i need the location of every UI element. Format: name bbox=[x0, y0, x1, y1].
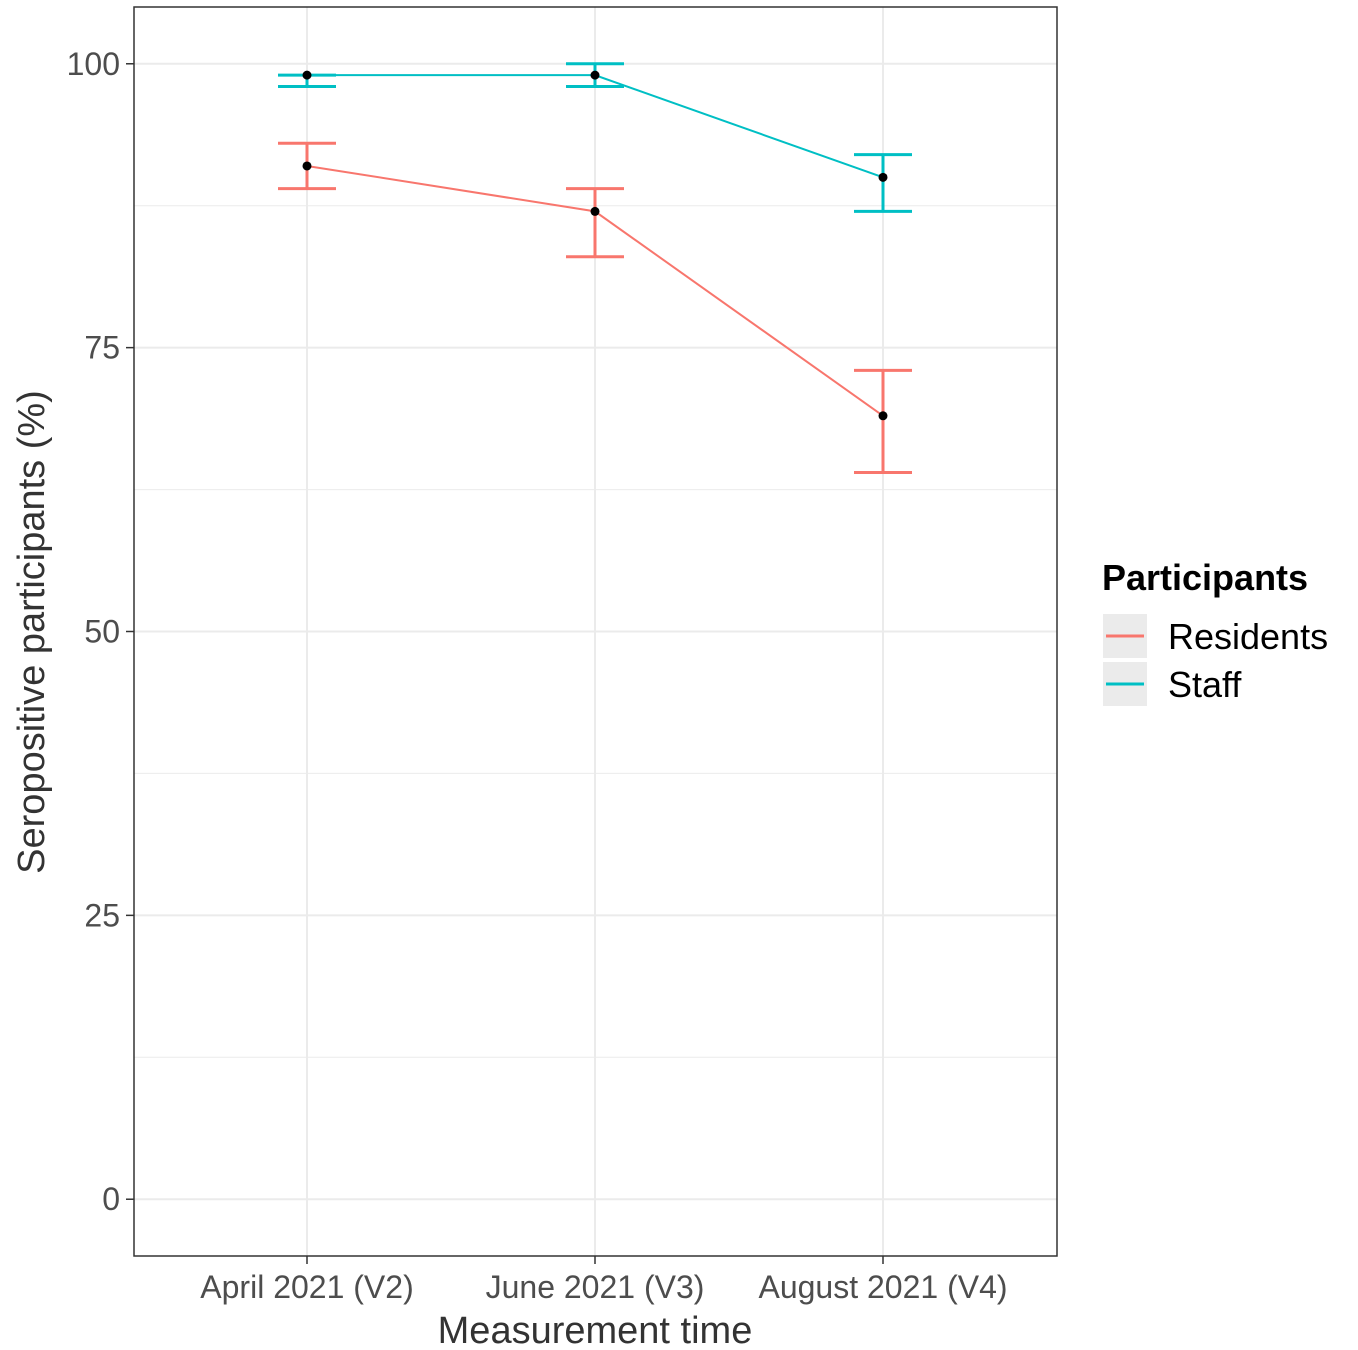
x-tick-label: April 2021 (V2) bbox=[200, 1269, 413, 1305]
data-point bbox=[878, 172, 888, 182]
x-axis-title: Measurement time bbox=[438, 1310, 753, 1350]
legend-title: Participants bbox=[1102, 557, 1308, 598]
data-point bbox=[878, 411, 888, 421]
error-bar bbox=[854, 368, 912, 475]
legend-item-residents: Residents bbox=[1103, 614, 1328, 658]
y-tick-label: 50 bbox=[84, 614, 120, 650]
y-tick-label: 100 bbox=[67, 46, 120, 82]
data-point bbox=[590, 70, 600, 80]
legend: Participants Residents Staff bbox=[1102, 557, 1328, 706]
legend-label: Residents bbox=[1168, 616, 1328, 657]
error-bar bbox=[854, 153, 912, 213]
series-layer bbox=[278, 62, 912, 475]
y-tick-label: 25 bbox=[84, 897, 120, 933]
y-tick-label: 0 bbox=[102, 1181, 120, 1217]
y-tick-label: 75 bbox=[84, 330, 120, 366]
y-axis-title: Seropositive participants (%) bbox=[11, 390, 53, 874]
data-point bbox=[590, 206, 600, 216]
y-axis: 0 25 50 75 100 bbox=[67, 46, 134, 1217]
data-point bbox=[302, 161, 312, 171]
error-bar bbox=[566, 187, 624, 259]
legend-item-staff: Staff bbox=[1103, 662, 1242, 706]
x-tick-label: June 2021 (V3) bbox=[486, 1269, 705, 1305]
legend-label: Staff bbox=[1168, 664, 1242, 705]
x-axis: April 2021 (V2) June 2021 (V3) August 2021… bbox=[200, 1256, 1008, 1305]
x-tick-label: August 2021 (V4) bbox=[758, 1269, 1007, 1305]
data-point bbox=[302, 70, 312, 80]
